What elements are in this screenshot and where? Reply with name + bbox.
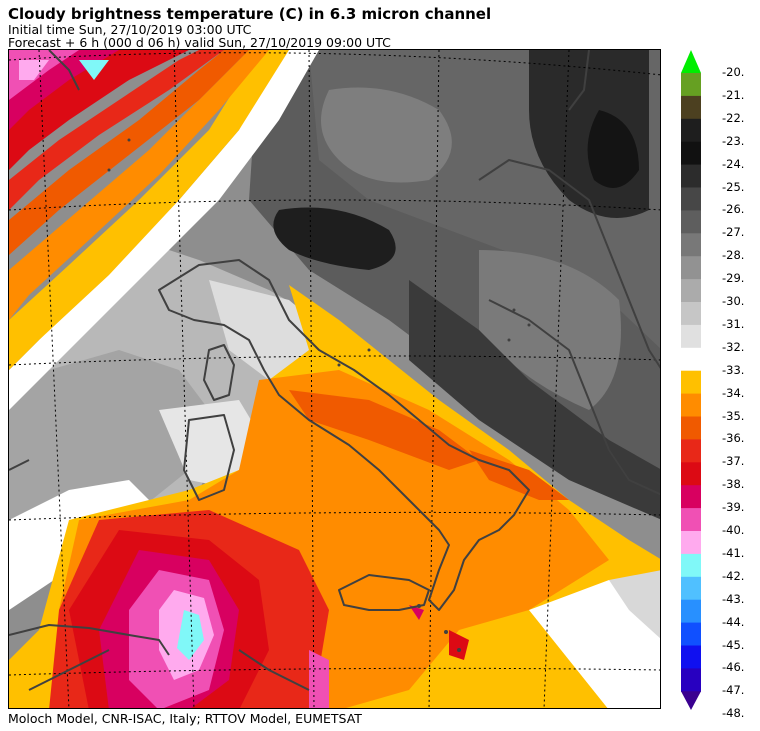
colorbar-tick-label: -22. <box>722 110 745 125</box>
colorbar-tick-label: -33. <box>722 362 745 377</box>
colorbar-tick-label: -40. <box>722 523 745 537</box>
colorbar-tick-label: -30. <box>722 294 745 308</box>
colorbar-swatch <box>681 73 701 97</box>
colorbar-swatch <box>681 622 701 646</box>
colorbar-tick-label: -35. <box>722 408 745 423</box>
colorbar-swatch <box>681 347 701 372</box>
colorbar-tick-label: -46. <box>722 660 745 675</box>
colorbar-tick-label: -44. <box>722 614 745 629</box>
colorbar-tick-label: -42. <box>722 568 745 583</box>
colorbar-tick-label: -25. <box>722 179 745 194</box>
colorbar-swatch <box>681 141 701 166</box>
colorbar-tick-label: -48. <box>722 706 745 721</box>
colorbar-tick-label: -39. <box>722 500 745 515</box>
colorbar-tick-label: -24. <box>722 156 745 171</box>
colorbar-swatch <box>681 233 701 257</box>
colorbar-tick-label: -36. <box>722 431 745 446</box>
initial-time: Initial time Sun, 27/10/2019 03:00 UTC <box>8 22 252 37</box>
forecast-time: Forecast + 6 h (000 d 06 h) valid Sun, 2… <box>8 35 391 50</box>
colorbar-tick-label: -43. <box>722 591 745 606</box>
colorbar-tick-label: -27. <box>722 225 745 240</box>
forecast-map <box>8 49 661 709</box>
colorbar-swatch <box>681 324 701 349</box>
colorbar-tick-label: -28. <box>722 248 745 263</box>
colorbar-swatch <box>681 416 701 440</box>
colorbar-swatch <box>681 393 701 417</box>
colorbar-swatch <box>681 508 701 532</box>
colorbar-swatch <box>681 531 701 555</box>
colorbar-tick-label: -23. <box>722 133 745 148</box>
colorbar-swatch <box>681 668 701 692</box>
colorbar-swatch <box>681 370 701 395</box>
colorbar-swatch <box>681 210 701 234</box>
colorbar-tick-label: -21. <box>722 87 745 102</box>
colorbar-swatch <box>681 599 701 624</box>
colorbar-tick-label: -20. <box>722 65 745 79</box>
colorbar-tick-label: -37. <box>722 454 745 469</box>
colorbar-tick-label: -26. <box>722 202 745 217</box>
colorbar-swatch <box>681 439 701 463</box>
colorbar-swatch <box>681 95 701 120</box>
colorbar-swatch <box>681 485 701 509</box>
colorbar-tick-label: -41. <box>722 545 745 560</box>
colorbar-swatch <box>681 187 701 211</box>
colorbar-top-arrow <box>681 50 701 73</box>
colorbar-swatch <box>681 279 701 303</box>
colorbar-swatch <box>681 462 701 486</box>
colorbar-tick-label: -32. <box>722 339 745 354</box>
colorbar-bottom-arrow <box>681 691 701 710</box>
colorbar-swatch <box>681 645 701 669</box>
colorbar-tick-label: -31. <box>722 316 745 331</box>
colorbar <box>681 50 701 710</box>
credits: Moloch Model, CNR-ISAC, Italy; RTTOV Mod… <box>8 711 362 726</box>
colorbar-tick-label: -45. <box>722 637 745 652</box>
colorbar-tick-label: -34. <box>722 385 745 400</box>
colorbar-swatch <box>681 576 701 601</box>
colorbar-swatch <box>681 118 701 143</box>
colorbar-tick-label: -29. <box>722 271 745 286</box>
colorbar-swatch <box>681 164 701 188</box>
colorbar-tick-label: -38. <box>722 477 745 492</box>
colorbar-swatch <box>681 553 701 578</box>
map-title: Cloudy brightness temperature (C) in 6.3… <box>8 5 492 23</box>
colorbar-swatch <box>681 256 701 280</box>
colorbar-swatch <box>681 302 701 326</box>
colorbar-tick-label: -47. <box>722 683 745 698</box>
